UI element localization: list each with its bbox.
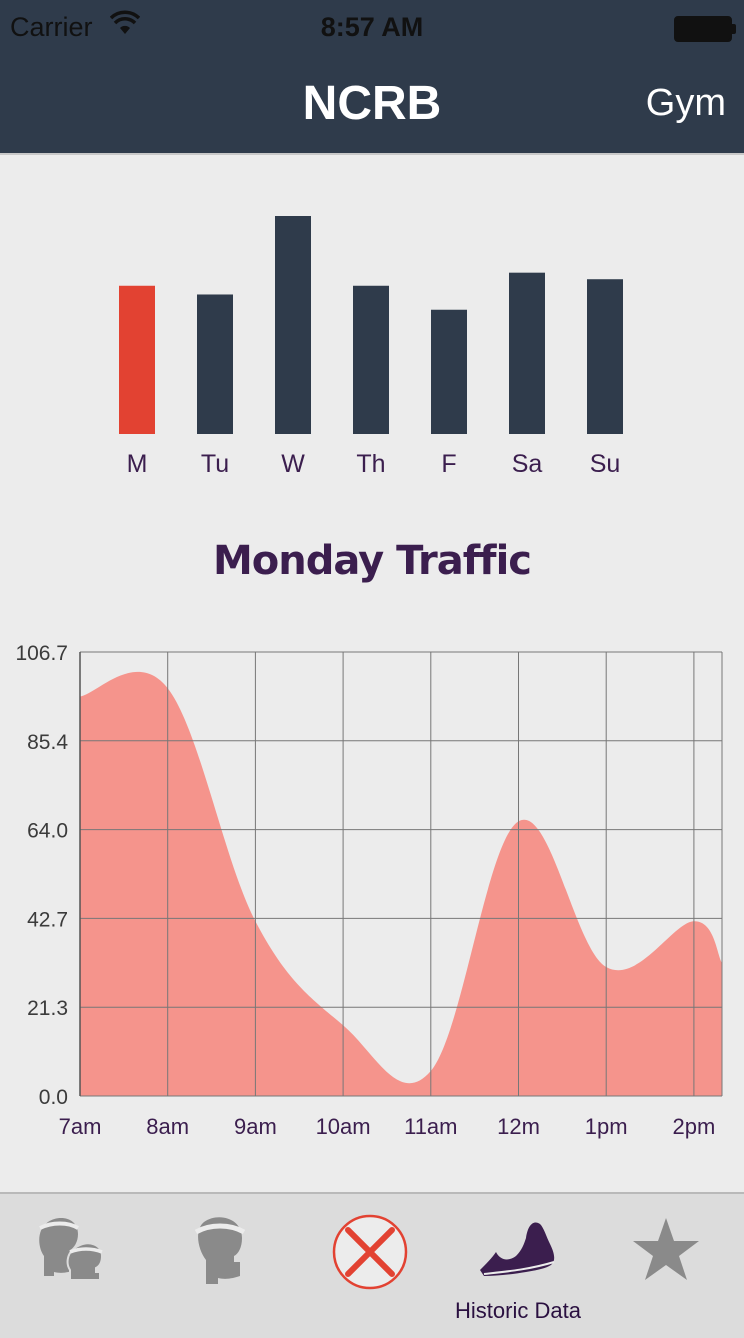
bar-w[interactable] [275, 216, 311, 434]
x-tick-label: 10am [316, 1114, 371, 1139]
y-tick-label: 42.7 [27, 908, 68, 931]
x-tick-label: 1pm [585, 1114, 628, 1139]
gym-button[interactable]: Gym [645, 82, 726, 124]
bar-label-m: M [127, 450, 148, 478]
navigation-bar: NCRB Gym [0, 54, 744, 153]
bar-label-sa: Sa [512, 450, 543, 478]
bar-f[interactable] [431, 309, 467, 434]
x-tick-label: 7am [59, 1114, 102, 1139]
carrier-label: Carrier [10, 12, 93, 42]
bar-tu[interactable] [197, 294, 233, 434]
x-tick-label: 2pm [673, 1114, 716, 1139]
two-people-icon [0, 1214, 148, 1284]
star-icon [592, 1216, 740, 1284]
tab-label-historic-data: Historic Data [455, 1298, 581, 1323]
bar-sa[interactable] [509, 272, 545, 434]
nav-divider [0, 153, 744, 155]
tab-favorites[interactable] [592, 1194, 740, 1338]
bar-label-th: Th [356, 450, 385, 478]
traffic-chart-title: Monday Traffic [213, 538, 532, 584]
tab-cancel[interactable] [296, 1194, 444, 1338]
tab-two-people[interactable] [0, 1194, 148, 1338]
wifi-icon [109, 10, 141, 41]
x-tick-label: 11am [404, 1114, 457, 1139]
tab-person[interactable] [148, 1194, 296, 1338]
bar-label-tu: Tu [201, 450, 229, 478]
x-tick-label: 9am [234, 1114, 277, 1139]
tab-bar: Historic Data [0, 1192, 744, 1338]
status-bar: Carrier 8:57 AM [0, 0, 744, 54]
person-icon [148, 1214, 296, 1286]
traffic-area-chart: 0.0 21.3 42.7 64.0 85.4 106.7 7am 8am 9am 10am 11a… [15, 642, 723, 1139]
cancel-x-icon [296, 1212, 444, 1292]
page-title: NCRB [302, 77, 442, 130]
bar-th[interactable] [353, 285, 389, 434]
bar-label-su: Su [590, 450, 621, 478]
y-tick-label: 0.0 [39, 1086, 68, 1109]
clock: 8:57 AM [320, 12, 424, 42]
x-tick-label: 12m [497, 1114, 540, 1139]
y-tick-label: 85.4 [27, 731, 68, 754]
running-shoe-icon [444, 1214, 592, 1284]
y-tick-label: 106.7 [15, 642, 68, 665]
weekly-bar-chart[interactable]: M Tu W Th F Sa Su [0, 180, 744, 500]
bar-label-f: F [441, 450, 456, 478]
x-tick-label: 8am [146, 1114, 189, 1139]
traffic-area [80, 671, 722, 1096]
tab-historic-data[interactable]: Historic Data [444, 1194, 592, 1338]
y-tick-label: 64.0 [27, 820, 68, 843]
bar-su[interactable] [587, 279, 623, 434]
bar-m[interactable] [119, 285, 155, 434]
y-tick-label: 21.3 [27, 997, 68, 1020]
bar-label-w: W [281, 450, 305, 478]
battery-icon [674, 16, 736, 42]
